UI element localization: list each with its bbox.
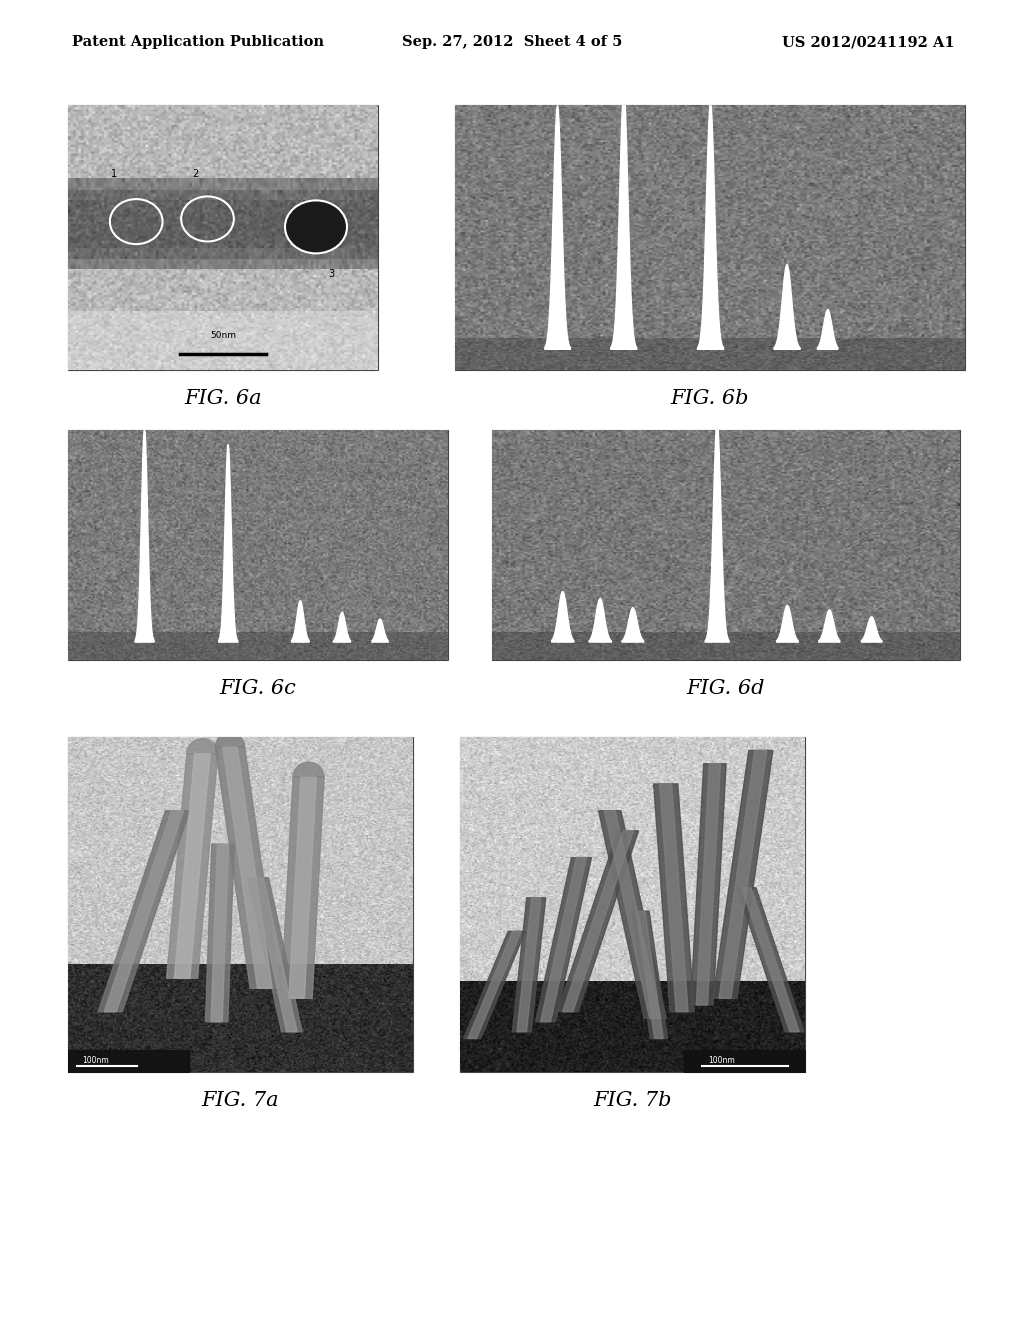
Polygon shape [604, 810, 660, 1019]
Polygon shape [659, 784, 688, 1011]
Text: US 2012/0241192 A1: US 2012/0241192 A1 [782, 36, 955, 49]
Text: Patent Application Publication: Patent Application Publication [72, 36, 324, 49]
Polygon shape [215, 733, 245, 747]
Polygon shape [104, 810, 183, 1011]
Circle shape [285, 201, 347, 253]
Polygon shape [174, 754, 210, 978]
Polygon shape [599, 810, 667, 1019]
Bar [68, 430, 449, 660]
Polygon shape [512, 898, 546, 1032]
Text: FIG. 7b: FIG. 7b [593, 1090, 672, 1110]
Polygon shape [557, 830, 639, 1011]
Polygon shape [636, 911, 664, 1039]
Text: 3: 3 [329, 269, 335, 280]
Text: FIG. 6b: FIG. 6b [671, 388, 750, 408]
Bar [68, 106, 378, 370]
Polygon shape [248, 878, 302, 1032]
Polygon shape [464, 932, 525, 1039]
Polygon shape [653, 784, 694, 1011]
Text: FIG. 6a: FIG. 6a [184, 388, 262, 408]
Polygon shape [696, 764, 721, 1005]
Polygon shape [211, 845, 228, 1022]
Polygon shape [215, 747, 280, 989]
Polygon shape [167, 754, 218, 978]
Text: 100nm: 100nm [709, 1056, 735, 1065]
Bar [455, 106, 965, 370]
Text: 50nm: 50nm [210, 331, 236, 341]
Text: Sep. 27, 2012  Sheet 4 of 5: Sep. 27, 2012 Sheet 4 of 5 [401, 36, 623, 49]
Bar [460, 737, 805, 1072]
Polygon shape [282, 777, 324, 998]
Text: FIG. 6d: FIG. 6d [687, 678, 765, 697]
Text: 2: 2 [193, 169, 199, 178]
Polygon shape [206, 845, 234, 1022]
Polygon shape [562, 830, 634, 1011]
Polygon shape [536, 858, 592, 1022]
Bar [492, 430, 961, 660]
Polygon shape [632, 911, 668, 1039]
Polygon shape [293, 762, 324, 777]
Polygon shape [222, 747, 272, 989]
Polygon shape [98, 810, 189, 1011]
Polygon shape [253, 878, 297, 1032]
Polygon shape [186, 739, 218, 754]
Polygon shape [713, 750, 773, 998]
Polygon shape [741, 888, 800, 1032]
Bar [68, 737, 413, 1072]
Polygon shape [289, 777, 316, 998]
Polygon shape [719, 750, 767, 998]
Polygon shape [468, 932, 521, 1039]
Text: 100nm: 100nm [82, 1056, 109, 1065]
Polygon shape [517, 898, 541, 1032]
Polygon shape [690, 764, 726, 1005]
Polygon shape [737, 888, 804, 1032]
Text: FIG. 6c: FIG. 6c [219, 678, 296, 697]
Text: FIG. 7a: FIG. 7a [202, 1090, 280, 1110]
Text: 1: 1 [112, 169, 118, 178]
Polygon shape [541, 858, 587, 1022]
